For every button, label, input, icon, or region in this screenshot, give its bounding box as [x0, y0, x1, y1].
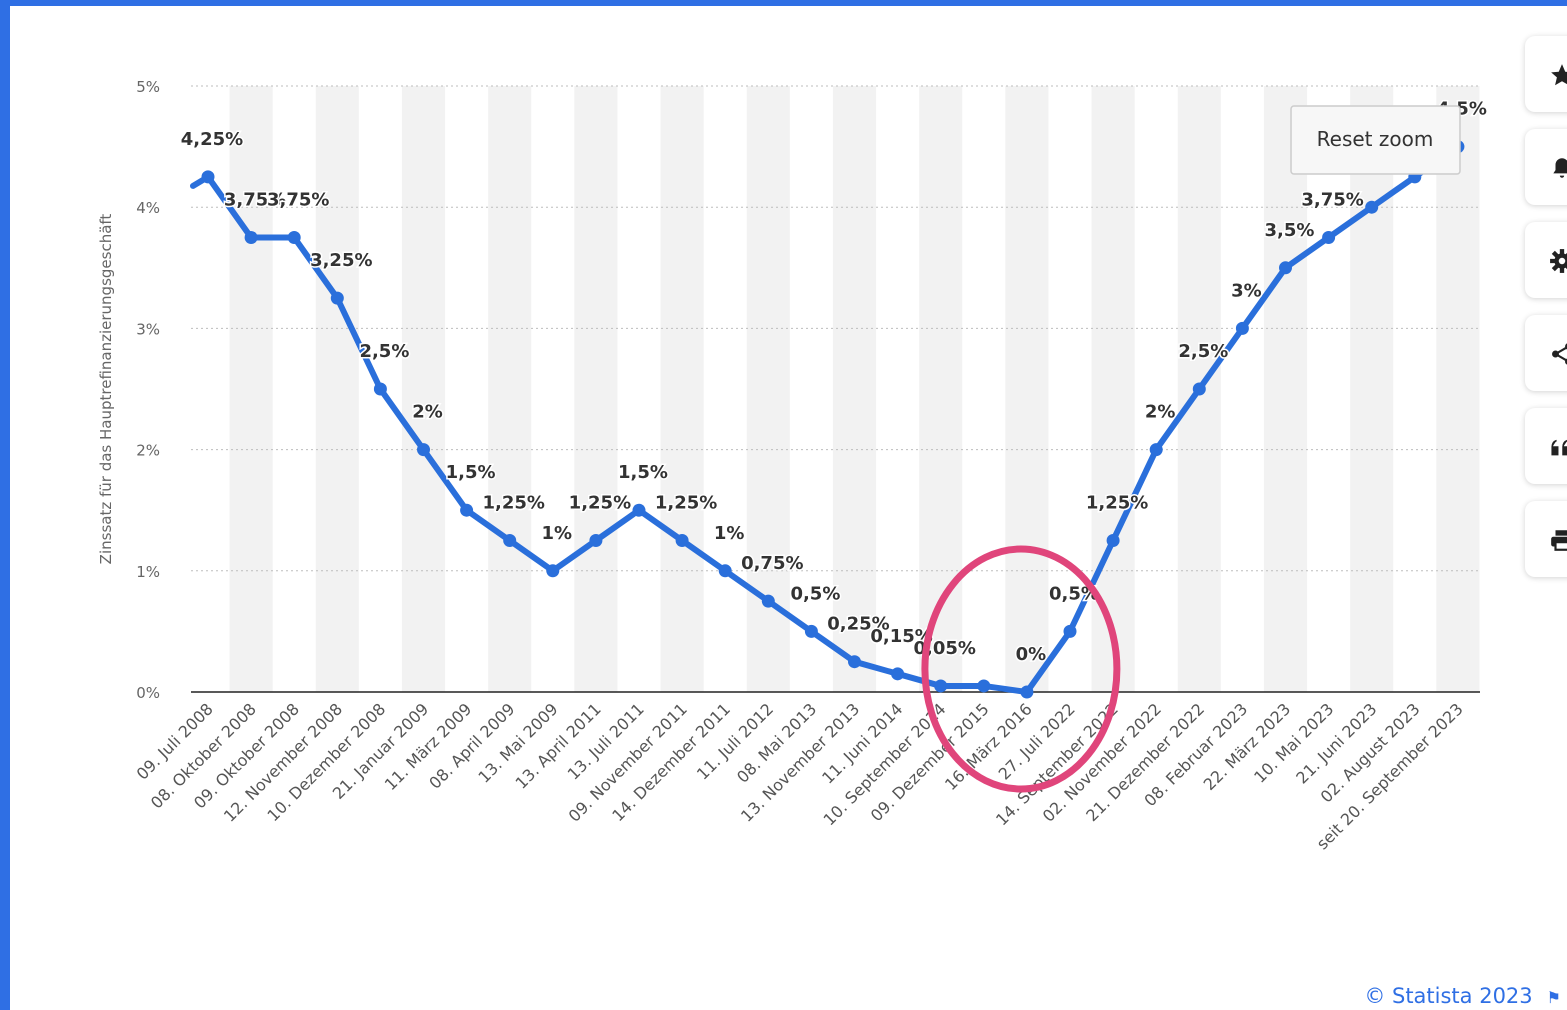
column-band	[401, 86, 446, 692]
data-label: 1,5%	[446, 462, 496, 483]
column-band	[488, 86, 532, 692]
data-point	[761, 594, 775, 608]
data-point	[373, 382, 387, 396]
data-label: 1,25%	[482, 493, 544, 514]
data-label: 3%	[1231, 280, 1262, 301]
data-point	[330, 291, 344, 305]
y-tick-label: 0%	[136, 684, 160, 702]
data-point	[503, 534, 517, 547]
data-point	[1235, 321, 1249, 335]
data-point	[1365, 200, 1379, 214]
print-icon	[1551, 530, 1567, 551]
y-tick-label: 2%	[136, 442, 160, 460]
reset-zoom-box	[1290, 105, 1461, 175]
y-axis-title: Zinssatz für das Hauptrefinanzierungsges…	[97, 214, 115, 565]
data-label: 1,5%	[618, 462, 668, 483]
data-point	[804, 624, 818, 638]
data-point	[417, 443, 430, 457]
column-band	[660, 86, 704, 692]
line-chart: 0% 1% 2% 3% 4% 5% Zinssatz für das Hauptrefina…	[97, 78, 1488, 853]
print-button[interactable]	[1525, 501, 1567, 577]
data-label: 0%	[1016, 644, 1047, 665]
column-band	[1091, 86, 1135, 692]
y-tick-label: 5%	[136, 78, 160, 96]
data-label: 1,25%	[1086, 493, 1148, 514]
chart-panel: 0% 1% 2% 3% 4% 5% Zinssatz für das Hauptrefina…	[10, 6, 1567, 1010]
data-label: 3,25%	[310, 250, 372, 271]
highlight-ellipse	[921, 545, 1121, 793]
favorite-button[interactable]	[1525, 36, 1567, 112]
data-point	[1322, 231, 1336, 244]
data-point	[1192, 382, 1206, 396]
data-label: 2%	[412, 402, 443, 423]
data-point	[589, 534, 603, 547]
flag-icon[interactable]: ⚑	[1546, 988, 1561, 1007]
data-label: 3,5%	[1265, 220, 1315, 241]
column-band	[315, 86, 359, 692]
data-label: 1%	[542, 523, 573, 544]
data-label: 1%	[714, 523, 745, 544]
gear-icon	[1550, 249, 1567, 273]
notification-button[interactable]	[1525, 129, 1567, 205]
column-band	[919, 86, 963, 692]
data-label: 3,75%	[267, 190, 329, 211]
data-point	[460, 503, 474, 517]
data-point	[891, 667, 905, 681]
column-band	[1263, 86, 1308, 692]
column-band	[832, 86, 877, 692]
data-label: 1,25%	[655, 493, 717, 514]
reset-zoom-button[interactable]: Reset zoom	[1290, 105, 1461, 175]
data-label: 0,5%	[790, 583, 840, 604]
data-point	[1149, 443, 1163, 457]
data-label: 3,75%	[1301, 190, 1363, 211]
column-band	[229, 86, 273, 692]
column-band	[1005, 86, 1049, 692]
data-label: 2,5%	[1178, 341, 1228, 362]
data-point	[1279, 261, 1292, 275]
credits-text[interactable]: © Statista 2023	[1364, 984, 1533, 1008]
y-tick-label: 4%	[136, 199, 160, 217]
data-label: 4,25%	[181, 129, 243, 150]
y-tick-label: 1%	[136, 563, 160, 581]
data-point	[1063, 624, 1077, 638]
data-point	[934, 679, 948, 693]
credits[interactable]: © Statista 2023 ⚑	[1364, 984, 1561, 1008]
quote-icon	[1551, 439, 1567, 456]
settings-button[interactable]	[1525, 222, 1567, 298]
data-point	[1106, 534, 1120, 547]
share-button[interactable]	[1525, 315, 1567, 391]
data-point	[201, 170, 215, 184]
data-point	[977, 679, 991, 693]
data-point	[287, 231, 301, 244]
data-point	[675, 534, 689, 547]
data-label: 2%	[1145, 402, 1176, 423]
data-point	[546, 564, 560, 578]
data-point	[718, 564, 732, 578]
data-label: 2,5%	[359, 341, 409, 362]
citation-button[interactable]	[1525, 408, 1567, 484]
data-label: 0,75%	[741, 553, 803, 574]
data-point	[1020, 685, 1034, 699]
data-point	[632, 503, 646, 517]
data-point	[244, 231, 258, 244]
share-icon	[1552, 343, 1567, 365]
bell-icon	[1553, 158, 1567, 178]
column-band	[1350, 86, 1394, 692]
column-band	[574, 86, 618, 692]
data-label: 1,25%	[569, 493, 631, 514]
data-label: 3,75%	[224, 190, 286, 211]
data-point	[848, 655, 861, 669]
column-band	[1436, 86, 1480, 692]
star-icon	[1551, 64, 1567, 86]
y-tick-label: 3%	[136, 320, 160, 338]
reset-zoom-label[interactable]: Reset zoom	[1317, 127, 1434, 151]
data-label: 0,25%	[827, 614, 889, 635]
